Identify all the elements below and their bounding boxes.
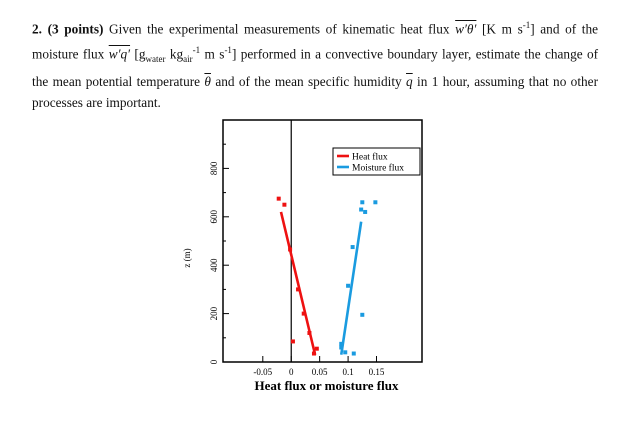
data-point — [350, 245, 355, 250]
fit-line — [339, 221, 363, 355]
y-axis-label: z (m) — [182, 248, 192, 267]
data-point — [296, 287, 301, 292]
x-tick-label: 0.05 — [312, 367, 328, 377]
data-point — [311, 351, 316, 356]
data-point — [301, 311, 306, 316]
data-point — [359, 207, 364, 212]
data-point — [290, 339, 295, 344]
y-tick-label: 800 — [209, 161, 219, 175]
data-point — [282, 202, 287, 207]
chart-axes — [222, 119, 423, 363]
problem-text: 2. (3 points) Given the experimental mea… — [32, 20, 599, 110]
chart-series — [276, 196, 378, 356]
data-point — [373, 200, 378, 205]
theta-bar-symbol: θ — [204, 73, 211, 89]
x-tick-label: 0 — [289, 367, 294, 377]
legend-label: Moisture flux — [352, 163, 404, 174]
data-point — [351, 351, 356, 356]
data-point — [363, 209, 368, 214]
y-tick-label: 0 — [209, 359, 219, 364]
y-tick-label: 200 — [209, 306, 219, 320]
q-bar-symbol: q — [406, 73, 413, 89]
data-point — [343, 350, 348, 355]
problem-points: (3 points) — [47, 21, 104, 37]
data-point — [276, 196, 281, 201]
x-axis-label: Heat flux or moisture flux — [255, 378, 399, 393]
data-point — [360, 200, 365, 205]
data-point — [339, 341, 344, 346]
data-point — [307, 330, 312, 335]
x-tick-label: 0.15 — [369, 367, 385, 377]
y-tick-label: 400 — [209, 258, 219, 272]
x-tick-label: -0.05 — [253, 367, 272, 377]
legend-box — [332, 147, 421, 176]
data-point — [288, 247, 293, 252]
x-tick-label: 0.1 — [342, 367, 353, 377]
data-point — [314, 346, 319, 351]
y-tick-label: 600 — [209, 210, 219, 224]
moisture-flux-symbol: w′q′ — [108, 46, 131, 62]
series-moisture-flux — [339, 200, 378, 356]
heat-flux-symbol: w′θ′ — [455, 21, 477, 37]
data-point — [360, 312, 365, 317]
fit-line — [279, 211, 317, 356]
series-heat-flux — [276, 196, 319, 356]
data-point — [346, 283, 351, 288]
problem-number: 2. — [32, 21, 42, 37]
legend-label: Heat flux — [352, 152, 388, 163]
data-point — [339, 345, 344, 350]
